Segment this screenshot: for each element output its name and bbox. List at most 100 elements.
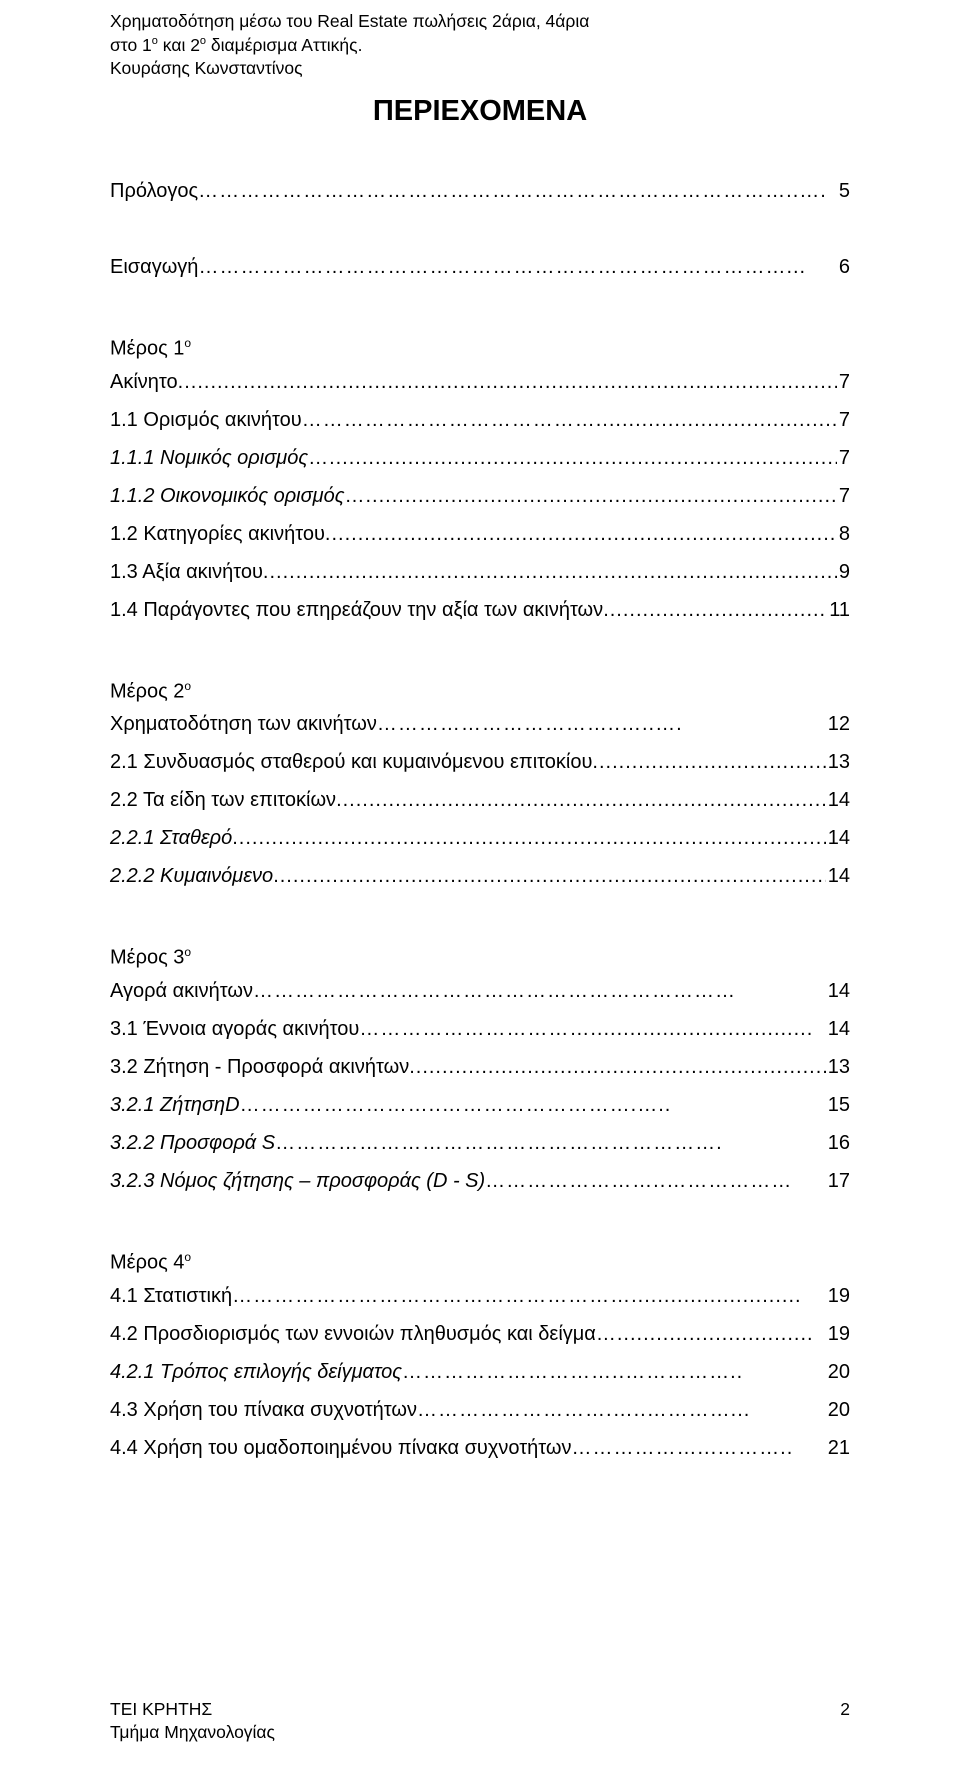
toc-entry-label: Πρόλογος	[110, 172, 198, 210]
toc-entry-page: 7	[837, 401, 850, 439]
toc-entry-page: 17	[826, 1162, 850, 1200]
toc-leader: ………………...………..	[571, 1429, 825, 1467]
toc-entry: Ακίνητο.................................…	[110, 363, 850, 401]
toc-entry: 3.2.1 ΖήτησηD………………………..……………………….…..15	[110, 1086, 850, 1124]
toc-entry: 1.1.1 Νομικός ορισμός…..................…	[110, 439, 850, 477]
toc-entry-label: 1.1.1 Νομικός ορισμός	[110, 439, 308, 477]
toc-leader: ……………………………………………………………	[253, 972, 826, 1010]
toc-leader: …………………………..……………..	[402, 1353, 826, 1391]
toc-entry: 1.2 Κατηγορίες ακινήτου.................…	[110, 515, 850, 553]
toc-entry: 2.2 Τα είδη των επιτοκίων...............…	[110, 781, 850, 819]
header-line-2: στο 1ο και 2ο διαμέρισμα Αττικής.	[110, 34, 850, 58]
toc-entry-label: 4.2 Προσδιορισμός των εννοιών πληθυσμός …	[110, 1315, 596, 1353]
toc-entry-label: 1.4 Παράγοντες που επηρεάζουν την αξία τ…	[110, 591, 603, 629]
toc-group: Αγορά ακινήτων……………………………………………………………143…	[110, 972, 850, 1200]
toc-leader: ........................................…	[273, 857, 826, 895]
toc-entry-page: 11	[827, 591, 850, 629]
toc-entry-label: Ακίνητο	[110, 363, 178, 401]
toc-entry-label: 2.2 Τα είδη των επιτοκίων	[110, 781, 336, 819]
toc-entry: 1.1 Ορισμός ακινήτου……………………………………......…	[110, 401, 850, 439]
toc-entry: 3.2.2 Προσφορά S……………………………………………………….16	[110, 1124, 850, 1162]
toc-section-head: Μέρος 4ο	[110, 1250, 850, 1275]
toc-section-head: Μέρος 3ο	[110, 945, 850, 970]
toc-entry-label: 2.1 Συνδυασμός σταθερού και κυμαινόμενου…	[110, 743, 592, 781]
toc-entry-label: 4.4 Χρήση του ομαδοποιημένου πίνακα συχν…	[110, 1429, 571, 1467]
toc-entry-label: 1.1.2 Οικονομικός ορισμός	[110, 477, 345, 515]
toc-entry-label: 1.1 Ορισμός ακινήτου	[110, 401, 302, 439]
toc-entry-page: 20	[826, 1353, 850, 1391]
table-of-contents: Πρόλογος…………………………………………………………………………..….…	[110, 172, 850, 1467]
toc-leader: …..............................	[596, 1315, 826, 1353]
toc-entry-page: 14	[826, 972, 850, 1010]
toc-leader: ........................................…	[178, 363, 837, 401]
toc-entry: 4.1 Στατιστική………………………………………………….......…	[110, 1277, 850, 1315]
toc-section-head: Μέρος 2ο	[110, 679, 850, 704]
toc-entry-label: 1.3 Αξία ακινήτου	[110, 553, 263, 591]
toc-entry: 4.3 Χρήση του πίνακα συχνοτήτων…………………………	[110, 1391, 850, 1429]
toc-entry: 3.1 Έννοια αγοράς ακινήτου……………………………...…	[110, 1010, 850, 1048]
toc-leader: …………………………………………………………………………...	[198, 248, 836, 286]
header-line-3: Κουράσης Κωνσταντίνος	[110, 57, 850, 81]
toc-group: Πρόλογος…………………………………………………………………………..….…	[110, 172, 850, 210]
running-footer: ΤΕΙ ΚΡΗΤΗΣ Τμήμα Μηχανολογίας 2	[110, 1698, 850, 1745]
toc-entry-label: 3.2.2 Προσφορά S	[110, 1124, 275, 1162]
toc-leader: …………………………….............................…	[359, 1010, 825, 1048]
toc-entry-label: 2.2.1 Σταθερό	[110, 819, 232, 857]
toc-leader: ……………………………………..........................…	[302, 401, 837, 439]
toc-group: Χρηματοδότηση των ακινήτων……………………………..……	[110, 705, 850, 895]
toc-leader: ……………………..………………	[485, 1162, 826, 1200]
toc-leader: ........................................…	[232, 819, 826, 857]
toc-entry-label: 1.2 Κατηγορίες ακινήτου	[110, 515, 325, 553]
toc-group: 4.1 Στατιστική………………………………………………….......…	[110, 1277, 850, 1467]
toc-entry: 2.1 Συνδυασμός σταθερού και κυμαινόμενου…	[110, 743, 850, 781]
toc-entry-page: 8	[837, 515, 850, 553]
toc-entry: 3.2 Ζήτηση - Προσφορά ακινήτων..........…	[110, 1048, 850, 1086]
toc-entry-page: 14	[826, 781, 850, 819]
toc-leader: ........................................…	[325, 515, 837, 553]
toc-entry: 1.4 Παράγοντες που επηρεάζουν την αξία τ…	[110, 591, 850, 629]
toc-entry-page: 6	[837, 248, 850, 286]
toc-entry-label: 4.1 Στατιστική	[110, 1277, 232, 1315]
toc-entry-label: Εισαγωγή	[110, 248, 198, 286]
toc-group: Ακίνητο.................................…	[110, 363, 850, 629]
toc-entry: 1.3 Αξία ακινήτου.......................…	[110, 553, 850, 591]
toc-leader: ……………………….…..…………...	[417, 1391, 826, 1429]
toc-entry-page: 14	[826, 819, 850, 857]
toc-entry-page: 16	[826, 1124, 850, 1162]
toc-group: Εισαγωγή…………………………………………………………………………...6	[110, 248, 850, 286]
toc-entry-label: Χρηματοδότηση των ακινήτων	[110, 705, 377, 743]
toc-entry-label: 3.2 Ζήτηση - Προσφορά ακινήτων	[110, 1048, 409, 1086]
toc-leader: ........................................	[603, 591, 827, 629]
toc-leader: ….......................................…	[308, 439, 837, 477]
toc-entry: 4.4 Χρήση του ομαδοποιημένου πίνακα συχν…	[110, 1429, 850, 1467]
page-number: 2	[840, 1698, 850, 1722]
toc-leader: ….......................................…	[345, 477, 837, 515]
document-page: Χρηματοδότηση μέσω του Real Estate πωλήσ…	[0, 0, 960, 1787]
toc-entry-page: 15	[826, 1086, 850, 1124]
toc-leader: ........................................…	[336, 781, 826, 819]
toc-entry-page: 13	[826, 743, 850, 781]
toc-entry-page: 14	[826, 857, 850, 895]
toc-entry-label: 3.2.3 Νόμος ζήτησης – προσφοράς (D - S)	[110, 1162, 485, 1200]
toc-entry: 2.2.1 Σταθερό...........................…	[110, 819, 850, 857]
page-title: ΠΕΡΙΕΧΟΜΕΝΑ	[110, 95, 850, 128]
toc-entry-label: 2.2.2 Κυμαινόμενο	[110, 857, 273, 895]
toc-entry: Πρόλογος…………………………………………………………………………..….…	[110, 172, 850, 210]
toc-entry-page: 12	[826, 705, 850, 743]
toc-entry-page: 7	[837, 477, 850, 515]
toc-entry-label: 3.1 Έννοια αγοράς ακινήτου	[110, 1010, 359, 1048]
toc-leader: ........................................…	[263, 553, 837, 591]
toc-entry-page: 9	[837, 553, 850, 591]
toc-entry-label: 4.3 Χρήση του πίνακα συχνοτήτων	[110, 1391, 417, 1429]
toc-entry-page: 5	[837, 172, 850, 210]
toc-entry: Εισαγωγή…………………………………………………………………………...6	[110, 248, 850, 286]
toc-entry-page: 14	[826, 1010, 850, 1048]
toc-leader: …………………………………………………………………………..….	[198, 172, 837, 210]
toc-entry-page: 19	[826, 1277, 850, 1315]
header-line-1: Χρηματοδότηση μέσω του Real Estate πωλήσ…	[110, 10, 850, 34]
toc-entry-label: 3.2.1 ΖήτησηD	[110, 1086, 240, 1124]
toc-leader: ………………………………………………….....................…	[232, 1277, 826, 1315]
toc-entry-page: 19	[826, 1315, 850, 1353]
toc-entry: 3.2.3 Νόμος ζήτησης – προσφοράς (D - S)……	[110, 1162, 850, 1200]
toc-leader: ........................................…	[592, 743, 825, 781]
